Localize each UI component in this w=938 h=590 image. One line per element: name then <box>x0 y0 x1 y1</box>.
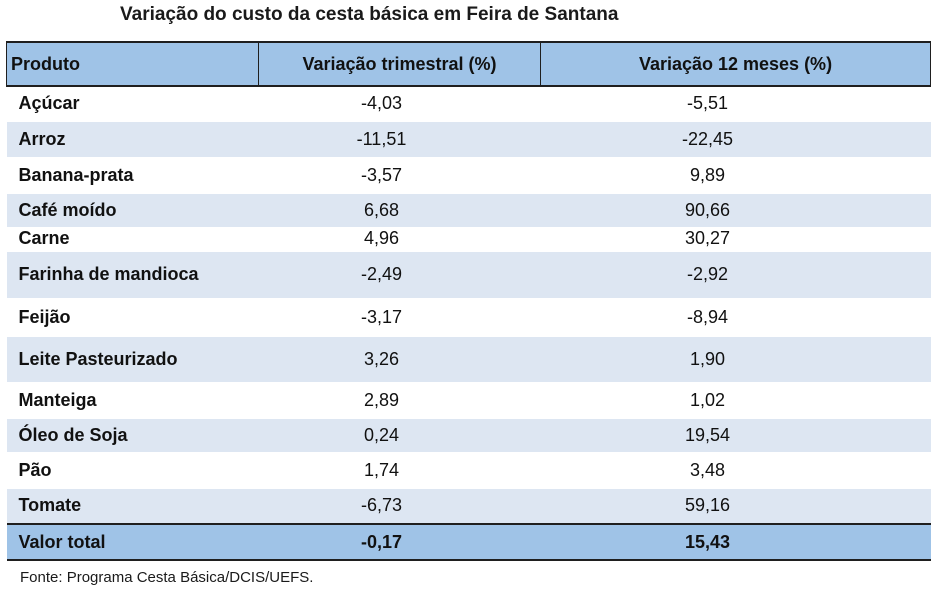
row-produto: Manteiga <box>6 382 259 419</box>
table-row: Óleo de Soja 0,24 19,54 <box>6 418 931 453</box>
row-trimestral: 0,24 <box>258 418 541 453</box>
header-variacao-12-meses: Variação 12 meses (%) <box>540 41 931 87</box>
source-note: Fonte: Programa Cesta Básica/DCIS/UEFS. <box>20 569 314 586</box>
row-doze-meses: -5,51 <box>540 86 931 122</box>
row-trimestral: 2,89 <box>258 382 541 419</box>
row-trimestral: 4,96 <box>258 227 541 252</box>
total-doze-meses: 15,43 <box>540 523 931 561</box>
header-produto: Produto <box>6 41 259 87</box>
row-trimestral: -3,57 <box>258 157 541 194</box>
total-row: Valor total -0,17 15,43 <box>6 523 931 561</box>
table-row: Arroz -11,51 -22,45 <box>6 121 931 158</box>
table-row: Leite Pasteurizado 3,26 1,90 <box>6 336 931 383</box>
table-row: Pão 1,74 3,48 <box>6 452 931 489</box>
row-trimestral: -2,49 <box>258 251 541 299</box>
row-trimestral: -4,03 <box>258 86 541 122</box>
row-trimestral: 3,26 <box>258 336 541 383</box>
row-doze-meses: 30,27 <box>540 227 931 252</box>
row-doze-meses: 1,02 <box>540 382 931 419</box>
row-doze-meses: -8,94 <box>540 298 931 337</box>
table-header-row: Produto Variação trimestral (%) Variação… <box>6 41 931 87</box>
row-trimestral: -3,17 <box>258 298 541 337</box>
row-produto: Farinha de mandioca <box>6 251 259 299</box>
row-trimestral: -11,51 <box>258 121 541 158</box>
table-row: Manteiga 2,89 1,02 <box>6 382 931 419</box>
total-trimestral: -0,17 <box>258 523 541 561</box>
table-title: Variação do custo da cesta básica em Fei… <box>120 4 619 25</box>
row-produto: Açúcar <box>6 86 259 122</box>
row-produto: Pão <box>6 452 259 489</box>
row-produto: Carne <box>6 227 259 252</box>
row-doze-meses: 19,54 <box>540 418 931 453</box>
row-produto: Óleo de Soja <box>6 418 259 453</box>
row-produto: Feijão <box>6 298 259 337</box>
table-row: Açúcar -4,03 -5,51 <box>6 86 931 122</box>
row-doze-meses: -22,45 <box>540 121 931 158</box>
row-doze-meses: 59,16 <box>540 488 931 525</box>
row-doze-meses: 3,48 <box>540 452 931 489</box>
table-row: Banana-prata -3,57 9,89 <box>6 157 931 194</box>
total-label: Valor total <box>6 523 259 561</box>
row-doze-meses: 90,66 <box>540 193 931 228</box>
row-doze-meses: 9,89 <box>540 157 931 194</box>
price-variation-table: Produto Variação trimestral (%) Variação… <box>6 41 931 561</box>
row-produto: Café moído <box>6 193 259 228</box>
table-row: Carne 4,96 30,27 <box>6 227 931 252</box>
table-row: Tomate -6,73 59,16 <box>6 488 931 525</box>
table-row: Farinha de mandioca -2,49 -2,92 <box>6 251 931 299</box>
row-produto: Banana-prata <box>6 157 259 194</box>
header-variacao-trimestral: Variação trimestral (%) <box>258 41 541 87</box>
table-row: Café moído 6,68 90,66 <box>6 193 931 228</box>
row-trimestral: 1,74 <box>258 452 541 489</box>
row-trimestral: -6,73 <box>258 488 541 525</box>
row-produto: Leite Pasteurizado <box>6 336 259 383</box>
row-doze-meses: 1,90 <box>540 336 931 383</box>
row-doze-meses: -2,92 <box>540 251 931 299</box>
row-trimestral: 6,68 <box>258 193 541 228</box>
row-produto: Arroz <box>6 121 259 158</box>
table-row: Feijão -3,17 -8,94 <box>6 298 931 337</box>
row-produto: Tomate <box>6 488 259 525</box>
